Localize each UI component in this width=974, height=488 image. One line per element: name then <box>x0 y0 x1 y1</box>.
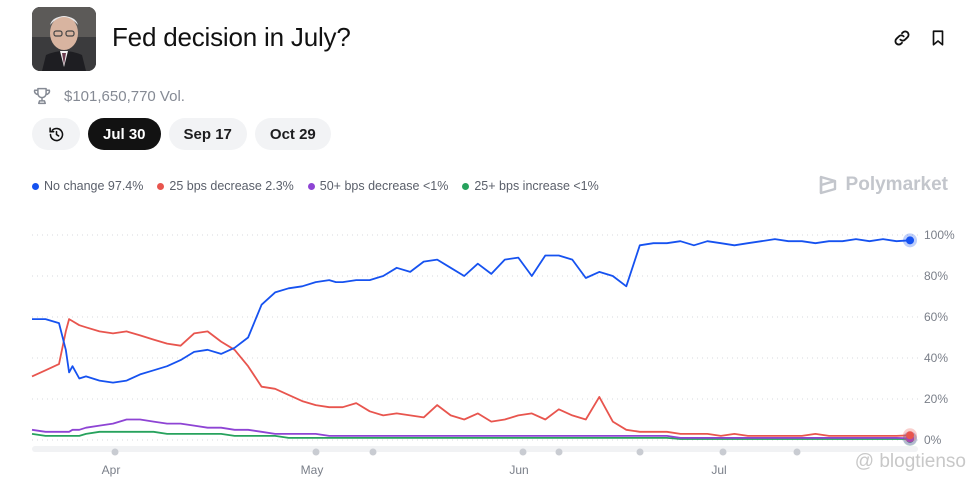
date-tabs: Jul 30 Sep 17 Oct 29 <box>32 118 331 150</box>
series-line-3 <box>31 430 910 440</box>
legend-item-no-change[interactable]: No change 97.4% <box>32 179 143 193</box>
series-end-dot-1 <box>906 431 914 440</box>
x-tick-marker <box>793 448 801 456</box>
series-line-0 <box>32 238 911 384</box>
history-button[interactable] <box>32 118 80 150</box>
tab-sep-17[interactable]: Sep 17 <box>168 118 247 150</box>
x-axis-track <box>32 446 918 452</box>
x-tick-label: Jul <box>711 463 726 477</box>
link-icon[interactable] <box>891 27 913 49</box>
polymarket-logo-icon <box>819 175 836 195</box>
x-tick-marker <box>111 448 119 456</box>
y-tick-label: 20% <box>924 392 948 406</box>
legend-item-25bps-increase[interactable]: 25+ bps increase <1% <box>462 179 599 193</box>
y-tick-label: 0% <box>924 433 942 447</box>
watermark: @ blogtienso <box>854 451 966 472</box>
legend-item-25bps-decrease[interactable]: 25 bps decrease 2.3% <box>157 179 294 193</box>
series-end-dot-0 <box>906 236 914 245</box>
volume-row: $101,650,770 Vol. <box>32 87 185 105</box>
x-tick-marker <box>519 448 527 456</box>
series-line-1 <box>31 318 911 437</box>
bookmark-icon[interactable] <box>927 27 949 49</box>
y-tick-label: 60% <box>924 310 948 324</box>
x-tick-label: Jun <box>509 463 528 477</box>
legend-item-50bps-decrease[interactable]: 50+ bps decrease <1% <box>307 179 448 193</box>
page-title: Fed decision in July? <box>112 22 351 52</box>
chart-legend: No change 97.4% 25 bps decrease 2.3% 50+… <box>32 179 599 193</box>
x-tick-marker <box>636 448 644 456</box>
avatar <box>32 7 96 71</box>
x-tick-marker <box>369 448 377 456</box>
brand-text: Polymarket <box>845 174 948 195</box>
series-line-2 <box>31 418 911 440</box>
x-tick-marker <box>719 448 727 456</box>
y-tick-label: 80% <box>924 269 948 283</box>
x-tick-label: May <box>301 463 324 477</box>
x-tick-marker <box>555 448 563 456</box>
y-tick-label: 40% <box>924 351 948 365</box>
tab-oct-29[interactable]: Oct 29 <box>254 118 331 150</box>
polymarket-logo: Polymarket <box>818 174 948 196</box>
y-tick-label: 100% <box>924 228 955 242</box>
history-icon <box>48 126 63 141</box>
trophy-icon <box>33 87 51 105</box>
volume-text: $101,650,770 Vol. <box>64 87 185 105</box>
x-tick-marker <box>312 448 320 456</box>
x-tick-label: Apr <box>102 463 121 477</box>
tab-jul-30[interactable]: Jul 30 <box>88 118 161 150</box>
